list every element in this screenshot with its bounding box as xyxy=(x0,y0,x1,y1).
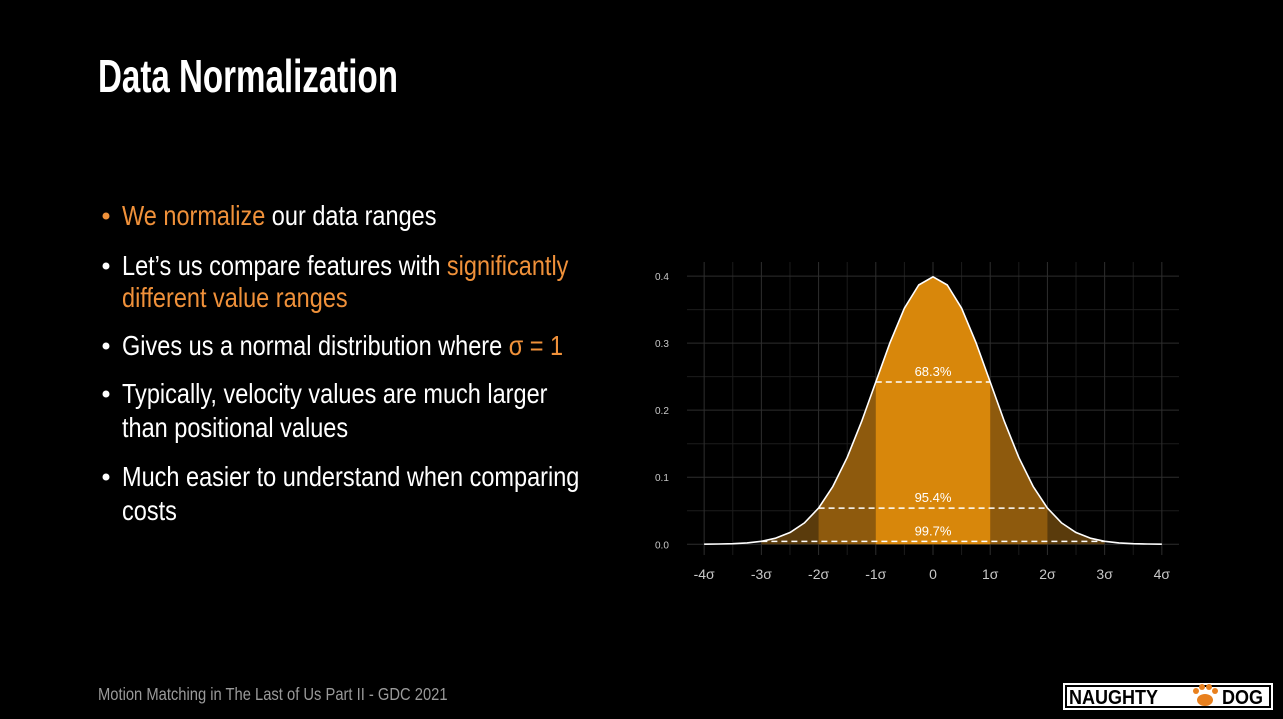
curve xyxy=(704,276,1162,546)
logo-box xyxy=(1063,683,1273,710)
y-tick-label: 0.3 xyxy=(655,339,669,350)
bullet-text: Much easier to understand when comparing xyxy=(122,462,579,492)
x-tick-label: 4σ xyxy=(1154,566,1171,582)
logo: NAUGHTY DOG xyxy=(1063,683,1273,710)
bullet-dot xyxy=(102,473,110,481)
x-tick-label: 3σ xyxy=(1096,566,1113,582)
footer: Motion Matching in The Last of Us Part I… xyxy=(98,685,448,705)
slide-title: Data Normalization xyxy=(98,52,398,102)
x-tick-label: -3σ xyxy=(751,566,772,582)
bullet-text: Typically, velocity values are much larg… xyxy=(122,379,548,409)
bullet-dot xyxy=(102,390,110,398)
x-tick-label: 2σ xyxy=(1039,566,1056,582)
band-label: 95.4% xyxy=(915,490,952,505)
bullet-segment: Typically, velocity values are much larg… xyxy=(122,379,548,409)
bullet-segment: Gives us a normal distribution where xyxy=(122,331,509,361)
y-tick-label: 0.1 xyxy=(655,473,669,484)
bullet-segment: Much easier to understand when comparing xyxy=(122,462,579,492)
x-tick-label: 0 xyxy=(929,566,937,582)
bullet-segment: costs xyxy=(122,496,177,526)
bullet-segment: Let’s us compare features with xyxy=(122,251,447,281)
bullet-segment: σ = 1 xyxy=(509,331,563,361)
bullet-text: We normalize our data ranges xyxy=(122,201,436,231)
logo-text: DOG xyxy=(1222,687,1263,709)
bullet-segment: different value ranges xyxy=(122,283,348,313)
logo-text: NAUGHTY xyxy=(1069,687,1158,709)
y-tick-label: 0.2 xyxy=(655,406,669,417)
bullet-segment: significantly xyxy=(447,251,569,281)
bullet-text: costs xyxy=(122,496,177,526)
y-tick-label: 0.4 xyxy=(655,272,669,283)
x-tick-label: 1σ xyxy=(982,566,999,582)
bullet-text: Let’s us compare features with significa… xyxy=(122,251,569,281)
bullet-dot xyxy=(102,342,110,350)
x-tick-label: -2σ xyxy=(808,566,829,582)
logo-frame xyxy=(1065,685,1271,708)
band-label: 99.7% xyxy=(915,523,952,538)
y-tick-label: 0.0 xyxy=(655,540,669,551)
band-area xyxy=(875,276,991,545)
bullet-dot xyxy=(102,212,110,220)
bullet-segment: than positional values xyxy=(122,413,348,443)
bullet-dot xyxy=(102,262,110,270)
bullet-text: Gives us a normal distribution where σ =… xyxy=(122,331,563,361)
x-tick-label: -1σ xyxy=(865,566,886,582)
bullet-text: different value ranges xyxy=(122,283,348,313)
bullet-segment: our data ranges xyxy=(265,201,436,231)
band-label: 68.3% xyxy=(915,364,952,379)
chart: 0.0 0.1 0.2 0.3 0.4 -4σ -3σ -2σ -1σ 0 1σ 2σ 3σ 4σ 99.7… xyxy=(655,262,1179,582)
logo-paw xyxy=(1193,684,1218,706)
bullet-segment: We normalize xyxy=(122,201,265,231)
x-tick-label: -4σ xyxy=(694,566,715,582)
bullet-text: than positional values xyxy=(122,413,348,443)
